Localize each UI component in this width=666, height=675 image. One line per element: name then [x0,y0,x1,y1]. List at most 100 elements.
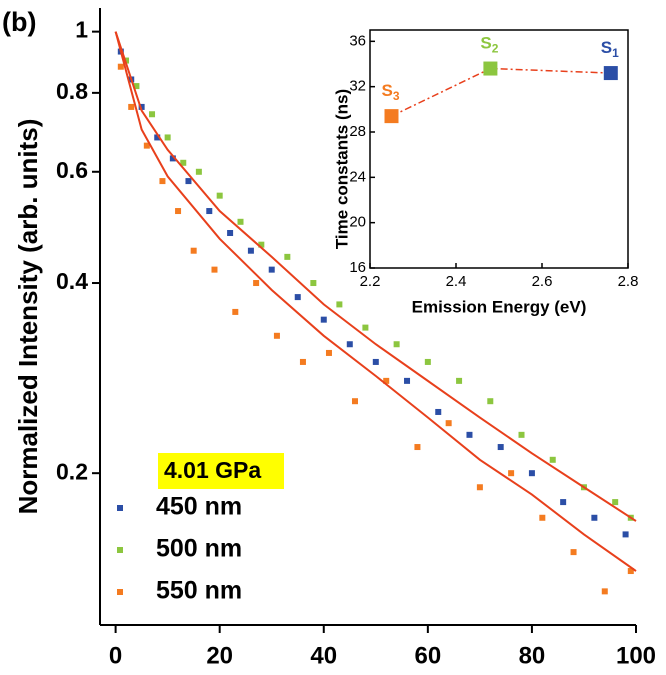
data-point [211,266,218,273]
y-axis-label: Time constants (ns) [332,89,351,249]
y-tick-label: 0.2 [56,458,88,484]
data-point [372,358,379,365]
x-tick-label: 80 [519,642,546,669]
data-point [299,358,306,365]
data-point [284,253,291,260]
x-tick-label: 20 [206,642,233,669]
data-point [466,431,473,438]
data-point [384,109,399,124]
data-point [393,341,400,348]
data-point [549,456,556,463]
data-point [570,549,577,556]
y-tick-label: 28 [349,123,366,140]
data-point [169,155,176,162]
fit-line [114,31,637,522]
data-point [414,444,421,451]
x-tick-label: 100 [616,642,656,669]
legend-marker [117,505,123,511]
legend-title: 4.01 GPa [164,457,261,483]
data-point [591,514,598,521]
x-tick-label: 2.6 [532,273,553,290]
data-point [310,280,317,287]
y-tick-label: 0.4 [56,268,88,294]
data-point [612,499,619,506]
data-point [232,308,239,315]
inset-frame [369,29,629,269]
y-tick-label: 0.6 [56,157,88,183]
point-label-subscript: 1 [612,46,619,60]
data-point [336,301,343,308]
data-point [227,230,234,237]
legend-label: 450 nm [156,493,242,521]
point-label-subscript: 3 [393,89,400,103]
data-point [445,420,452,427]
data-point [206,208,213,215]
legend-label: 500 nm [156,535,242,563]
data-point [180,159,187,166]
data-point [424,358,431,365]
point-label-text: S [601,39,612,58]
x-tick-label: 2.4 [446,273,467,290]
y-tick-label: 24 [349,168,366,185]
data-point [149,111,156,118]
data-point [362,324,369,331]
data-point [435,408,442,415]
data-point [487,398,494,405]
legend-marker [117,589,123,595]
data-point [627,568,634,575]
data-point [273,332,280,339]
data-point [603,66,618,81]
data-point [383,377,390,384]
data-point [508,470,515,477]
data-point [247,247,254,254]
y-tick-label: 32 [349,78,366,95]
x-tick-label: 40 [310,642,337,669]
y-tick-label: 0.8 [56,78,88,104]
data-point [456,377,463,384]
y-axis-label: Normalized Intensity (arb. units) [13,119,43,515]
x-tick-label: 2.8 [618,273,639,290]
y-tick-label: 1 [75,17,88,43]
x-tick-label: 60 [414,642,441,669]
data-point [528,470,535,477]
data-point [346,341,353,348]
data-point [185,178,192,185]
data-point [497,444,504,451]
data-point [175,208,182,215]
y-tick-label: 16 [349,259,366,276]
data-point [133,83,140,90]
data-point [117,63,124,70]
data-point [325,349,332,356]
data-point [138,103,145,110]
point-label-text: S [480,34,491,53]
data-point [258,241,265,248]
data-point [190,247,197,254]
data-point [143,142,150,149]
x-tick-label: 0 [109,642,122,669]
legend-title-box [158,453,284,489]
legend-label: 550 nm [156,577,242,605]
point-label: S2 [480,34,498,56]
data-point [476,484,483,491]
y-tick-label: 36 [349,32,366,49]
panel-label: (b) [2,7,36,37]
data-point [560,499,567,506]
legend-marker [117,547,123,553]
point-label-text: S [382,82,393,101]
data-point [237,218,244,225]
data-point [154,134,161,141]
data-point [159,178,166,185]
point-label: S1 [601,39,619,61]
data-point [518,431,525,438]
point-label-subscript: 2 [492,42,499,56]
data-point [128,103,135,110]
data-point [622,531,629,538]
data-point [483,61,498,76]
x-axis-label: Emission Energy (eV) [412,297,587,316]
data-point [216,192,223,199]
data-point [539,514,546,521]
y-tick-label: 20 [349,214,366,231]
data-point [351,398,358,405]
fit-line [114,31,637,572]
